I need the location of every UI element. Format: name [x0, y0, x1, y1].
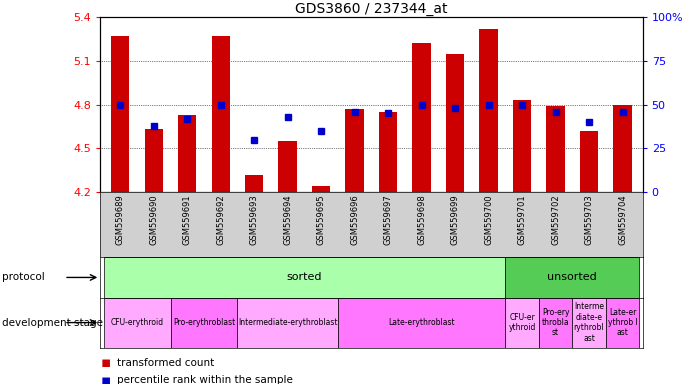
Text: Pro-ery
throbla
st: Pro-ery throbla st [542, 308, 569, 338]
Text: sorted: sorted [287, 272, 322, 283]
Bar [505, 298, 539, 348]
Text: ▪: ▪ [100, 355, 111, 371]
Bar [580, 131, 598, 192]
Bar [111, 36, 129, 192]
Bar [606, 298, 639, 348]
Bar [446, 54, 464, 192]
Text: GSM559694: GSM559694 [283, 194, 292, 245]
Bar [505, 257, 639, 298]
Text: development stage: development stage [2, 318, 103, 328]
Text: GSM559704: GSM559704 [618, 194, 627, 245]
Text: GSM559698: GSM559698 [417, 194, 426, 245]
Bar [211, 36, 230, 192]
Bar [104, 298, 171, 348]
Text: CFU-er
ythroid: CFU-er ythroid [509, 313, 536, 332]
Text: GSM559696: GSM559696 [350, 194, 359, 245]
Text: Late-erythroblast: Late-erythroblast [388, 318, 455, 327]
Bar [413, 43, 431, 192]
Bar [144, 129, 163, 192]
Text: GSM559702: GSM559702 [551, 194, 560, 245]
Bar [614, 105, 632, 192]
Text: percentile rank within the sample: percentile rank within the sample [117, 375, 294, 384]
Bar [245, 175, 263, 192]
Text: Interme
diate-e
rythrobl
ast: Interme diate-e rythrobl ast [574, 303, 605, 343]
Text: GSM559693: GSM559693 [249, 194, 258, 245]
Bar [171, 298, 238, 348]
Text: Intermediate-erythroblast: Intermediate-erythroblast [238, 318, 337, 327]
Bar [513, 100, 531, 192]
Bar [346, 109, 364, 192]
Text: GSM559701: GSM559701 [518, 194, 527, 245]
Text: Pro-erythroblast: Pro-erythroblast [173, 318, 235, 327]
Bar [238, 298, 338, 348]
Text: unsorted: unsorted [547, 272, 597, 283]
Bar [312, 186, 330, 192]
Bar [278, 141, 297, 192]
Bar [178, 115, 196, 192]
Text: GSM559695: GSM559695 [316, 194, 325, 245]
Text: GSM559699: GSM559699 [451, 194, 460, 245]
Text: GSM559697: GSM559697 [384, 194, 392, 245]
Bar [539, 298, 572, 348]
Title: GDS3860 / 237344_at: GDS3860 / 237344_at [295, 2, 448, 16]
Text: protocol: protocol [2, 272, 45, 283]
Bar [572, 298, 606, 348]
Text: ▪: ▪ [100, 372, 111, 384]
Text: CFU-erythroid: CFU-erythroid [111, 318, 164, 327]
Text: GSM559703: GSM559703 [585, 194, 594, 245]
Text: GSM559692: GSM559692 [216, 194, 225, 245]
Text: transformed count: transformed count [117, 358, 215, 368]
Bar [480, 29, 498, 192]
Bar [104, 257, 505, 298]
Text: GSM559689: GSM559689 [116, 194, 125, 245]
Text: Late-er
ythrob l
ast: Late-er ythrob l ast [607, 308, 637, 338]
Bar [379, 112, 397, 192]
Bar [547, 106, 565, 192]
Text: GSM559691: GSM559691 [182, 194, 191, 245]
Text: GSM559700: GSM559700 [484, 194, 493, 245]
Text: GSM559690: GSM559690 [149, 194, 158, 245]
Bar [338, 298, 505, 348]
